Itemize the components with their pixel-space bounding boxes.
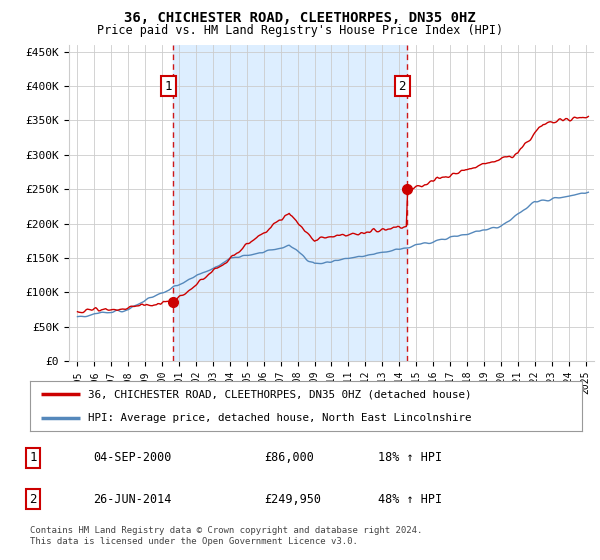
Text: £86,000: £86,000 xyxy=(264,451,314,464)
Text: 04-SEP-2000: 04-SEP-2000 xyxy=(93,451,172,464)
Text: Contains HM Land Registry data © Crown copyright and database right 2024.
This d: Contains HM Land Registry data © Crown c… xyxy=(30,526,422,546)
Text: 1: 1 xyxy=(29,451,37,464)
Bar xyxy=(173,45,407,361)
Text: 1: 1 xyxy=(164,80,172,92)
Text: HPI: Average price, detached house, North East Lincolnshire: HPI: Average price, detached house, Nort… xyxy=(88,413,472,423)
Text: 2: 2 xyxy=(29,493,37,506)
Text: 26-JUN-2014: 26-JUN-2014 xyxy=(93,493,172,506)
Text: 48% ↑ HPI: 48% ↑ HPI xyxy=(378,493,442,506)
Text: 36, CHICHESTER ROAD, CLEETHORPES, DN35 0HZ (detached house): 36, CHICHESTER ROAD, CLEETHORPES, DN35 0… xyxy=(88,389,472,399)
Text: £249,950: £249,950 xyxy=(264,493,321,506)
Text: Price paid vs. HM Land Registry's House Price Index (HPI): Price paid vs. HM Land Registry's House … xyxy=(97,24,503,36)
Text: 36, CHICHESTER ROAD, CLEETHORPES, DN35 0HZ: 36, CHICHESTER ROAD, CLEETHORPES, DN35 0… xyxy=(124,11,476,25)
Text: 2: 2 xyxy=(398,80,406,92)
Text: 18% ↑ HPI: 18% ↑ HPI xyxy=(378,451,442,464)
